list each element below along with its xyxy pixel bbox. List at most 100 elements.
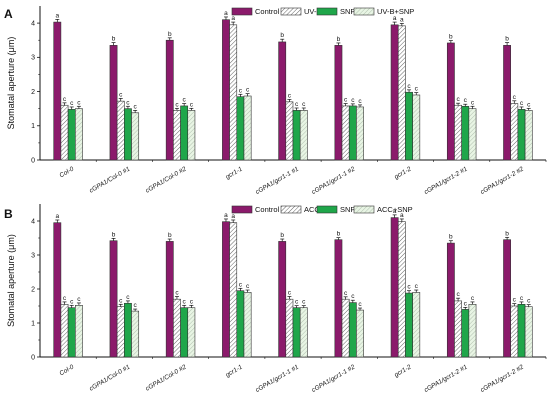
significance-letter: a [393, 15, 397, 22]
significance-letter: c [70, 100, 74, 107]
significance-letter: c [126, 294, 130, 301]
category-label: cGPA1/gcr1-1 #2 [311, 165, 357, 196]
bar [334, 45, 343, 161]
legend-swatch [280, 205, 302, 214]
significance-letter: b [449, 234, 453, 241]
significance-letter: c [63, 295, 67, 302]
y-tick-label: 3 [31, 252, 35, 259]
significance-letter: c [351, 97, 355, 104]
significance-letter: c [70, 298, 74, 305]
category-label: cGPA1/gcr1-1 #1 [254, 165, 300, 196]
significance-letter: c [288, 92, 292, 99]
significance-letter: a [400, 212, 404, 219]
y-tick-label: 3 [31, 55, 35, 62]
significance-letter: c [190, 298, 194, 305]
significance-letter: c [520, 100, 524, 107]
legend-label: UV-B [304, 7, 322, 16]
panel-letter: B [4, 207, 13, 221]
significance-letter: b [112, 36, 116, 43]
category-label: cGPA1/gcr1-2 #2 [479, 165, 525, 196]
bar [356, 106, 364, 161]
bar [348, 302, 357, 358]
bar [412, 292, 421, 358]
significance-letter: c [520, 295, 524, 302]
legend-label: UV-B+SNP [377, 7, 414, 16]
bar [229, 222, 238, 358]
bar [236, 290, 245, 358]
bar [390, 24, 399, 161]
bar [461, 309, 470, 358]
significance-letter: c [63, 96, 67, 103]
legend-label: SNP [340, 7, 355, 16]
significance-letter: c [134, 103, 138, 110]
bar [67, 109, 76, 161]
category-label: cGPA1/gcr1-2 #1 [423, 165, 469, 196]
bar [446, 242, 455, 358]
significance-letter: c [344, 97, 348, 104]
legend-swatch [316, 205, 338, 214]
significance-letter: c [295, 299, 299, 306]
bar [468, 303, 477, 358]
legend-swatch [316, 7, 338, 16]
significance-letter: c [456, 96, 460, 103]
bar [229, 24, 238, 161]
significance-letter: c [239, 87, 243, 94]
y-tick-label: 2 [31, 89, 35, 96]
category-label: Col-0 [58, 363, 75, 377]
bar [75, 305, 83, 358]
category-label: gcr1-1 [225, 363, 245, 378]
significance-letter: c [302, 299, 306, 306]
significance-letter: c [175, 289, 179, 296]
bar [397, 221, 406, 358]
significance-letter: c [513, 94, 517, 101]
significance-letter: a [224, 10, 228, 17]
significance-letter: c [527, 101, 531, 108]
y-axis-label: Stomatal aperture (μm) [6, 37, 16, 130]
bar [124, 108, 132, 161]
significance-letter: a [231, 15, 235, 22]
legend-swatch [231, 7, 253, 16]
significance-letter: c [246, 87, 250, 94]
bar [222, 221, 230, 358]
significance-letter: b [505, 230, 509, 237]
category-label: gcr1-1 [225, 165, 245, 180]
legend-swatch [353, 205, 375, 214]
bar [116, 306, 125, 358]
bar [299, 307, 308, 358]
bar [222, 19, 230, 161]
y-tick-label: 2 [31, 286, 35, 293]
significance-letter: c [464, 97, 468, 104]
bar [75, 108, 83, 161]
bar [124, 302, 132, 358]
bar [53, 222, 62, 358]
legend-label: Control [255, 205, 280, 214]
bar [468, 108, 477, 161]
significance-letter: c [471, 99, 475, 106]
significance-letter: c [407, 83, 411, 90]
bar [180, 307, 189, 358]
category-label: cGPA1/Col-0 #1 [88, 165, 131, 194]
bar [454, 300, 462, 358]
bar [165, 39, 174, 161]
significance-letter: c [302, 101, 306, 108]
category-label: cGPA1/gcr1-2 #1 [423, 363, 469, 394]
legend-swatch [353, 7, 375, 16]
bar [131, 310, 140, 358]
legend-swatch [231, 205, 253, 214]
significance-letter: c [183, 97, 187, 104]
significance-letter: c [119, 91, 123, 98]
significance-letter: c [358, 301, 362, 308]
significance-letter: b [280, 232, 284, 239]
bar [187, 110, 196, 161]
y-tick-label: 4 [31, 218, 35, 225]
significance-letter: a [55, 12, 59, 19]
significance-letter: c [119, 297, 123, 304]
significance-letter: a [231, 213, 235, 220]
bar [243, 95, 252, 161]
bar [390, 217, 399, 358]
bar [510, 103, 519, 161]
bar [109, 45, 118, 161]
significance-letter: c [77, 99, 81, 106]
